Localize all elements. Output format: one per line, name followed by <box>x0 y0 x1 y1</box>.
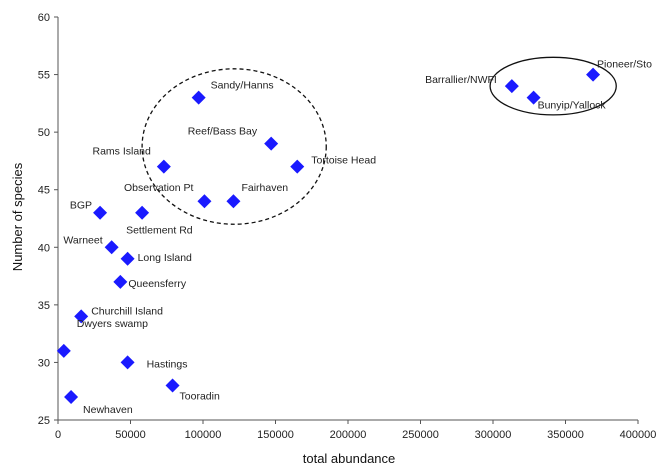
x-tick-label: 0 <box>55 429 61 441</box>
point-label: Newhaven <box>83 404 133 416</box>
point-label: Reef/Bass Bay <box>188 126 258 138</box>
data-point-marker <box>586 67 601 82</box>
solid-ellipse <box>489 56 617 116</box>
y-tick-label: 25 <box>38 415 50 427</box>
data-point-marker <box>135 205 150 220</box>
x-tick-label: 350000 <box>547 429 584 441</box>
y-tick-label: 55 <box>38 70 50 82</box>
point-label: Pioneer/Sto <box>597 59 652 71</box>
y-tick-label: 40 <box>38 242 50 254</box>
axes: 25 30 35 40 45 50 55 60 0 50000 100000 150000 200000… <box>38 12 657 441</box>
x-tick-label: 100000 <box>185 429 222 441</box>
y-axis-title: Number of species <box>10 162 25 271</box>
point-label: Barrallier/NWFI <box>425 74 497 86</box>
point-label: Observation Pt <box>124 182 194 194</box>
data-point-marker <box>74 309 89 324</box>
data-point-marker <box>120 355 135 370</box>
x-tick-label: 400000 <box>620 429 657 441</box>
point-label: BGP <box>70 200 92 212</box>
point-label: Tooradin <box>180 390 220 402</box>
annotations <box>141 56 617 225</box>
point-label: Churchill Island <box>91 305 163 317</box>
point-label: Bunyip/Yallock <box>538 100 607 112</box>
data-point-marker <box>56 343 71 358</box>
data-point-marker <box>226 194 241 209</box>
data-point-marker <box>64 389 79 404</box>
point-label: Queensferry <box>128 278 187 290</box>
point-label: Warneet <box>63 234 102 246</box>
data-point-marker <box>104 240 119 255</box>
data-point-marker <box>504 79 519 94</box>
point-label: Tortoise Head <box>311 155 376 167</box>
point-label: Dwyers swamp <box>77 318 148 330</box>
data-point-marker <box>290 159 305 174</box>
y-tick-label: 50 <box>38 127 50 139</box>
x-tick-label: 250000 <box>402 429 439 441</box>
x-axis-title: total abundance <box>303 451 396 466</box>
point-label: Fairhaven <box>241 182 288 194</box>
x-tick-label: 50000 <box>115 429 146 441</box>
y-tick-label: 60 <box>38 12 50 24</box>
data-point-marker <box>165 378 180 393</box>
point-label: Rams Island <box>92 146 151 158</box>
data-point-marker <box>113 274 128 289</box>
x-tick-label: 200000 <box>330 429 367 441</box>
data-point-marker <box>120 251 135 266</box>
data-points <box>56 67 601 404</box>
y-tick-label: 45 <box>38 185 50 197</box>
data-point-marker <box>526 90 541 105</box>
data-point-marker <box>191 90 206 105</box>
dashed-ellipse <box>141 68 327 225</box>
y-tick-label: 30 <box>38 357 50 369</box>
point-labels: Pioneer/Sto Barrallier/NWFI Bunyip/Yallock… <box>63 59 652 416</box>
point-label: Sandy/Hanns <box>211 80 274 92</box>
data-point-marker <box>156 159 171 174</box>
data-point-marker <box>264 136 279 151</box>
point-label: Settlement Rd <box>126 225 193 237</box>
x-tick-label: 300000 <box>475 429 512 441</box>
y-tick-label: 35 <box>38 300 50 312</box>
data-point-marker <box>93 205 108 220</box>
point-label: Long Island <box>138 252 192 264</box>
x-tick-label: 150000 <box>257 429 294 441</box>
data-point-marker <box>197 194 212 209</box>
point-label: Hastings <box>147 358 188 370</box>
